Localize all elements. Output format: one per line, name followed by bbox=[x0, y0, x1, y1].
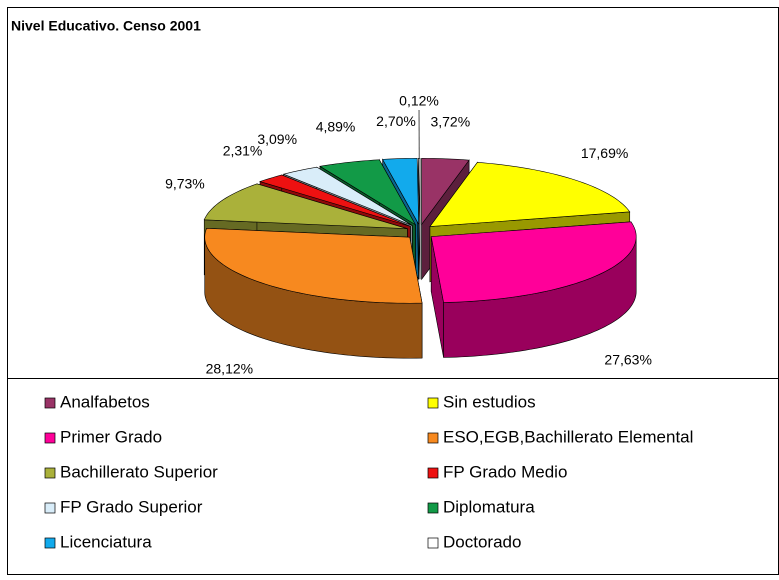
data-label: 3,72% bbox=[430, 113, 470, 129]
legend-swatch bbox=[428, 433, 438, 443]
chart-title: Nivel Educativo. Censo 2001 bbox=[11, 18, 201, 34]
legend-label: FP Grado Medio bbox=[443, 462, 567, 481]
data-label: 3,09% bbox=[257, 131, 297, 147]
data-label: 4,89% bbox=[316, 119, 356, 135]
data-label: 9,73% bbox=[165, 176, 205, 192]
data-label: 2,70% bbox=[376, 113, 416, 129]
legend-swatch bbox=[45, 538, 55, 548]
legend-label: FP Grado Superior bbox=[60, 497, 203, 516]
legend-label: ESO,EGB,Bachillerato Elemental bbox=[443, 427, 693, 446]
legend-swatch bbox=[45, 503, 55, 513]
data-label: 28,12% bbox=[206, 360, 253, 376]
data-label: 27,63% bbox=[604, 352, 651, 368]
legend-label: Bachillerato Superior bbox=[60, 462, 218, 481]
legend-swatch bbox=[428, 538, 438, 548]
legend-label: Doctorado bbox=[443, 532, 521, 551]
data-label: 0,12% bbox=[399, 93, 439, 109]
legend-swatch bbox=[428, 503, 438, 513]
legend-swatch bbox=[428, 468, 438, 478]
legend-label: Diplomatura bbox=[443, 497, 535, 516]
legend-label: Sin estudios bbox=[443, 392, 536, 411]
legend-swatch bbox=[45, 468, 55, 478]
legend-label: Licenciatura bbox=[60, 532, 152, 551]
legend-label: Analfabetos bbox=[60, 392, 150, 411]
legend-swatch bbox=[45, 398, 55, 408]
legend-swatch bbox=[45, 433, 55, 443]
data-label: 17,69% bbox=[581, 145, 628, 161]
legend-label: Primer Grado bbox=[60, 427, 162, 446]
legend-swatch bbox=[428, 398, 438, 408]
